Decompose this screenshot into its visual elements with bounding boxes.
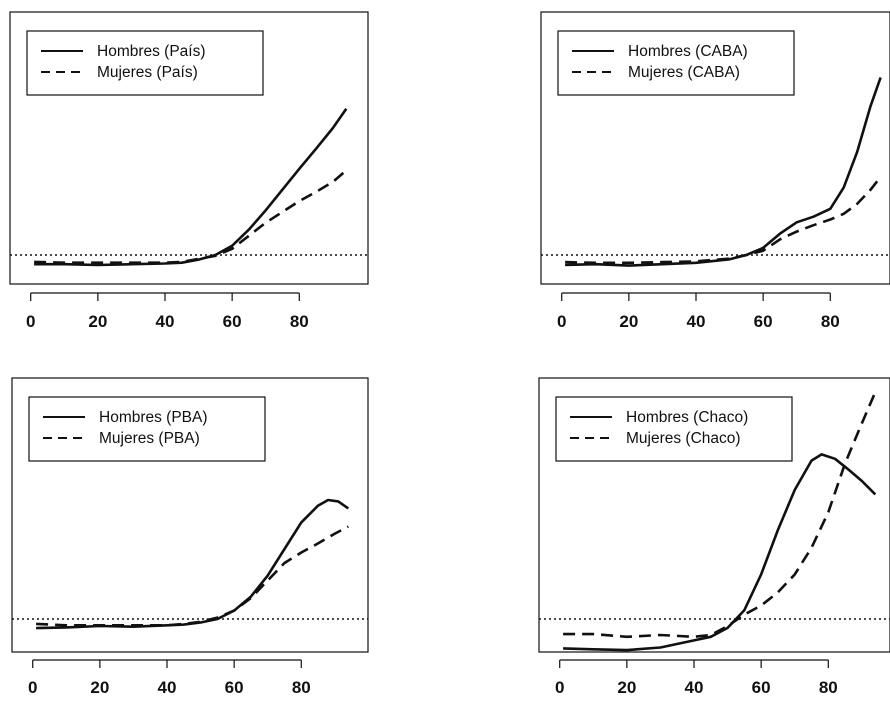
x-tick-label: 20 (619, 312, 638, 331)
legend-box (26, 30, 264, 96)
chart-panel-1: 0 20 40 60 80 Hombres (País) Mujeres (País) (9, 11, 369, 331)
legend-entry-label: Mujeres (CABA) (628, 64, 740, 81)
legend: Hombres (CABA) Mujeres (CABA) (557, 30, 795, 96)
x-tick-label: 60 (752, 678, 771, 697)
series-line-hombres (34, 107, 348, 267)
legend-entry-label: Mujeres (Chaco) (626, 430, 741, 447)
x-tick-label: 40 (156, 312, 175, 331)
x-tick-label: 60 (754, 312, 773, 331)
series-line-mujeres (563, 391, 877, 639)
legend-entry-label: Hombres (PBA) (99, 409, 208, 426)
series-line-mujeres (36, 525, 349, 627)
x-axis: 0 20 40 60 80 (28, 659, 311, 697)
x-tick-label: 40 (158, 678, 177, 697)
series-line-hombres (565, 77, 882, 267)
x-tick-label: 60 (225, 678, 244, 697)
legend-box (555, 396, 793, 462)
x-tick-label: 0 (26, 312, 35, 331)
x-tick-label: 20 (617, 678, 636, 697)
x-tick-label: 80 (821, 312, 840, 331)
x-tick-label: 20 (90, 678, 109, 697)
legend: Hombres (PBA) Mujeres (PBA) (28, 396, 266, 462)
legend-entry-label: Hombres (CABA) (628, 43, 748, 60)
chart-panel-3: 0 20 40 60 80 Hombres (PBA) Mujeres (PBA) (11, 377, 369, 697)
legend-box (557, 30, 795, 96)
legend-entry-label: Hombres (País) (97, 43, 206, 60)
series-line-mujeres (565, 176, 882, 265)
legend-entry-label: Mujeres (PBA) (99, 430, 200, 447)
x-tick-label: 0 (28, 678, 37, 697)
x-tick-label: 60 (223, 312, 242, 331)
series-line-hombres (563, 453, 877, 652)
legend-entry-label: Mujeres (País) (97, 64, 198, 81)
series-line-mujeres (34, 169, 348, 264)
x-axis: 0 20 40 60 80 (26, 292, 309, 331)
chart-panel-2: 0 20 40 60 80 Hombres (CABA) Mujeres (CABA) (540, 11, 890, 331)
legend-box (28, 396, 266, 462)
x-axis: 0 20 40 60 80 (557, 292, 840, 331)
chart-panel-4: 0 20 40 60 80 Hombres (Chaco) Mujeres (Chaco) (538, 377, 890, 697)
x-axis: 0 20 40 60 80 (555, 659, 838, 697)
x-tick-label: 80 (290, 312, 309, 331)
legend: Hombres (Chaco) Mujeres (Chaco) (555, 396, 793, 462)
x-tick-label: 80 (292, 678, 311, 697)
x-tick-label: 80 (819, 678, 838, 697)
legend: Hombres (País) Mujeres (País) (26, 30, 264, 96)
x-tick-label: 0 (557, 312, 566, 331)
legend-entry-label: Hombres (Chaco) (626, 409, 748, 426)
x-tick-label: 0 (555, 678, 564, 697)
x-tick-label: 40 (685, 678, 704, 697)
x-tick-label: 20 (88, 312, 107, 331)
x-tick-label: 40 (687, 312, 706, 331)
